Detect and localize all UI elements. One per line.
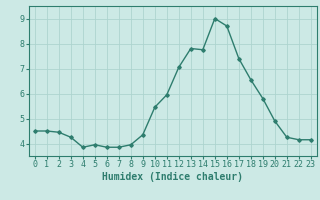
X-axis label: Humidex (Indice chaleur): Humidex (Indice chaleur) — [102, 172, 243, 182]
